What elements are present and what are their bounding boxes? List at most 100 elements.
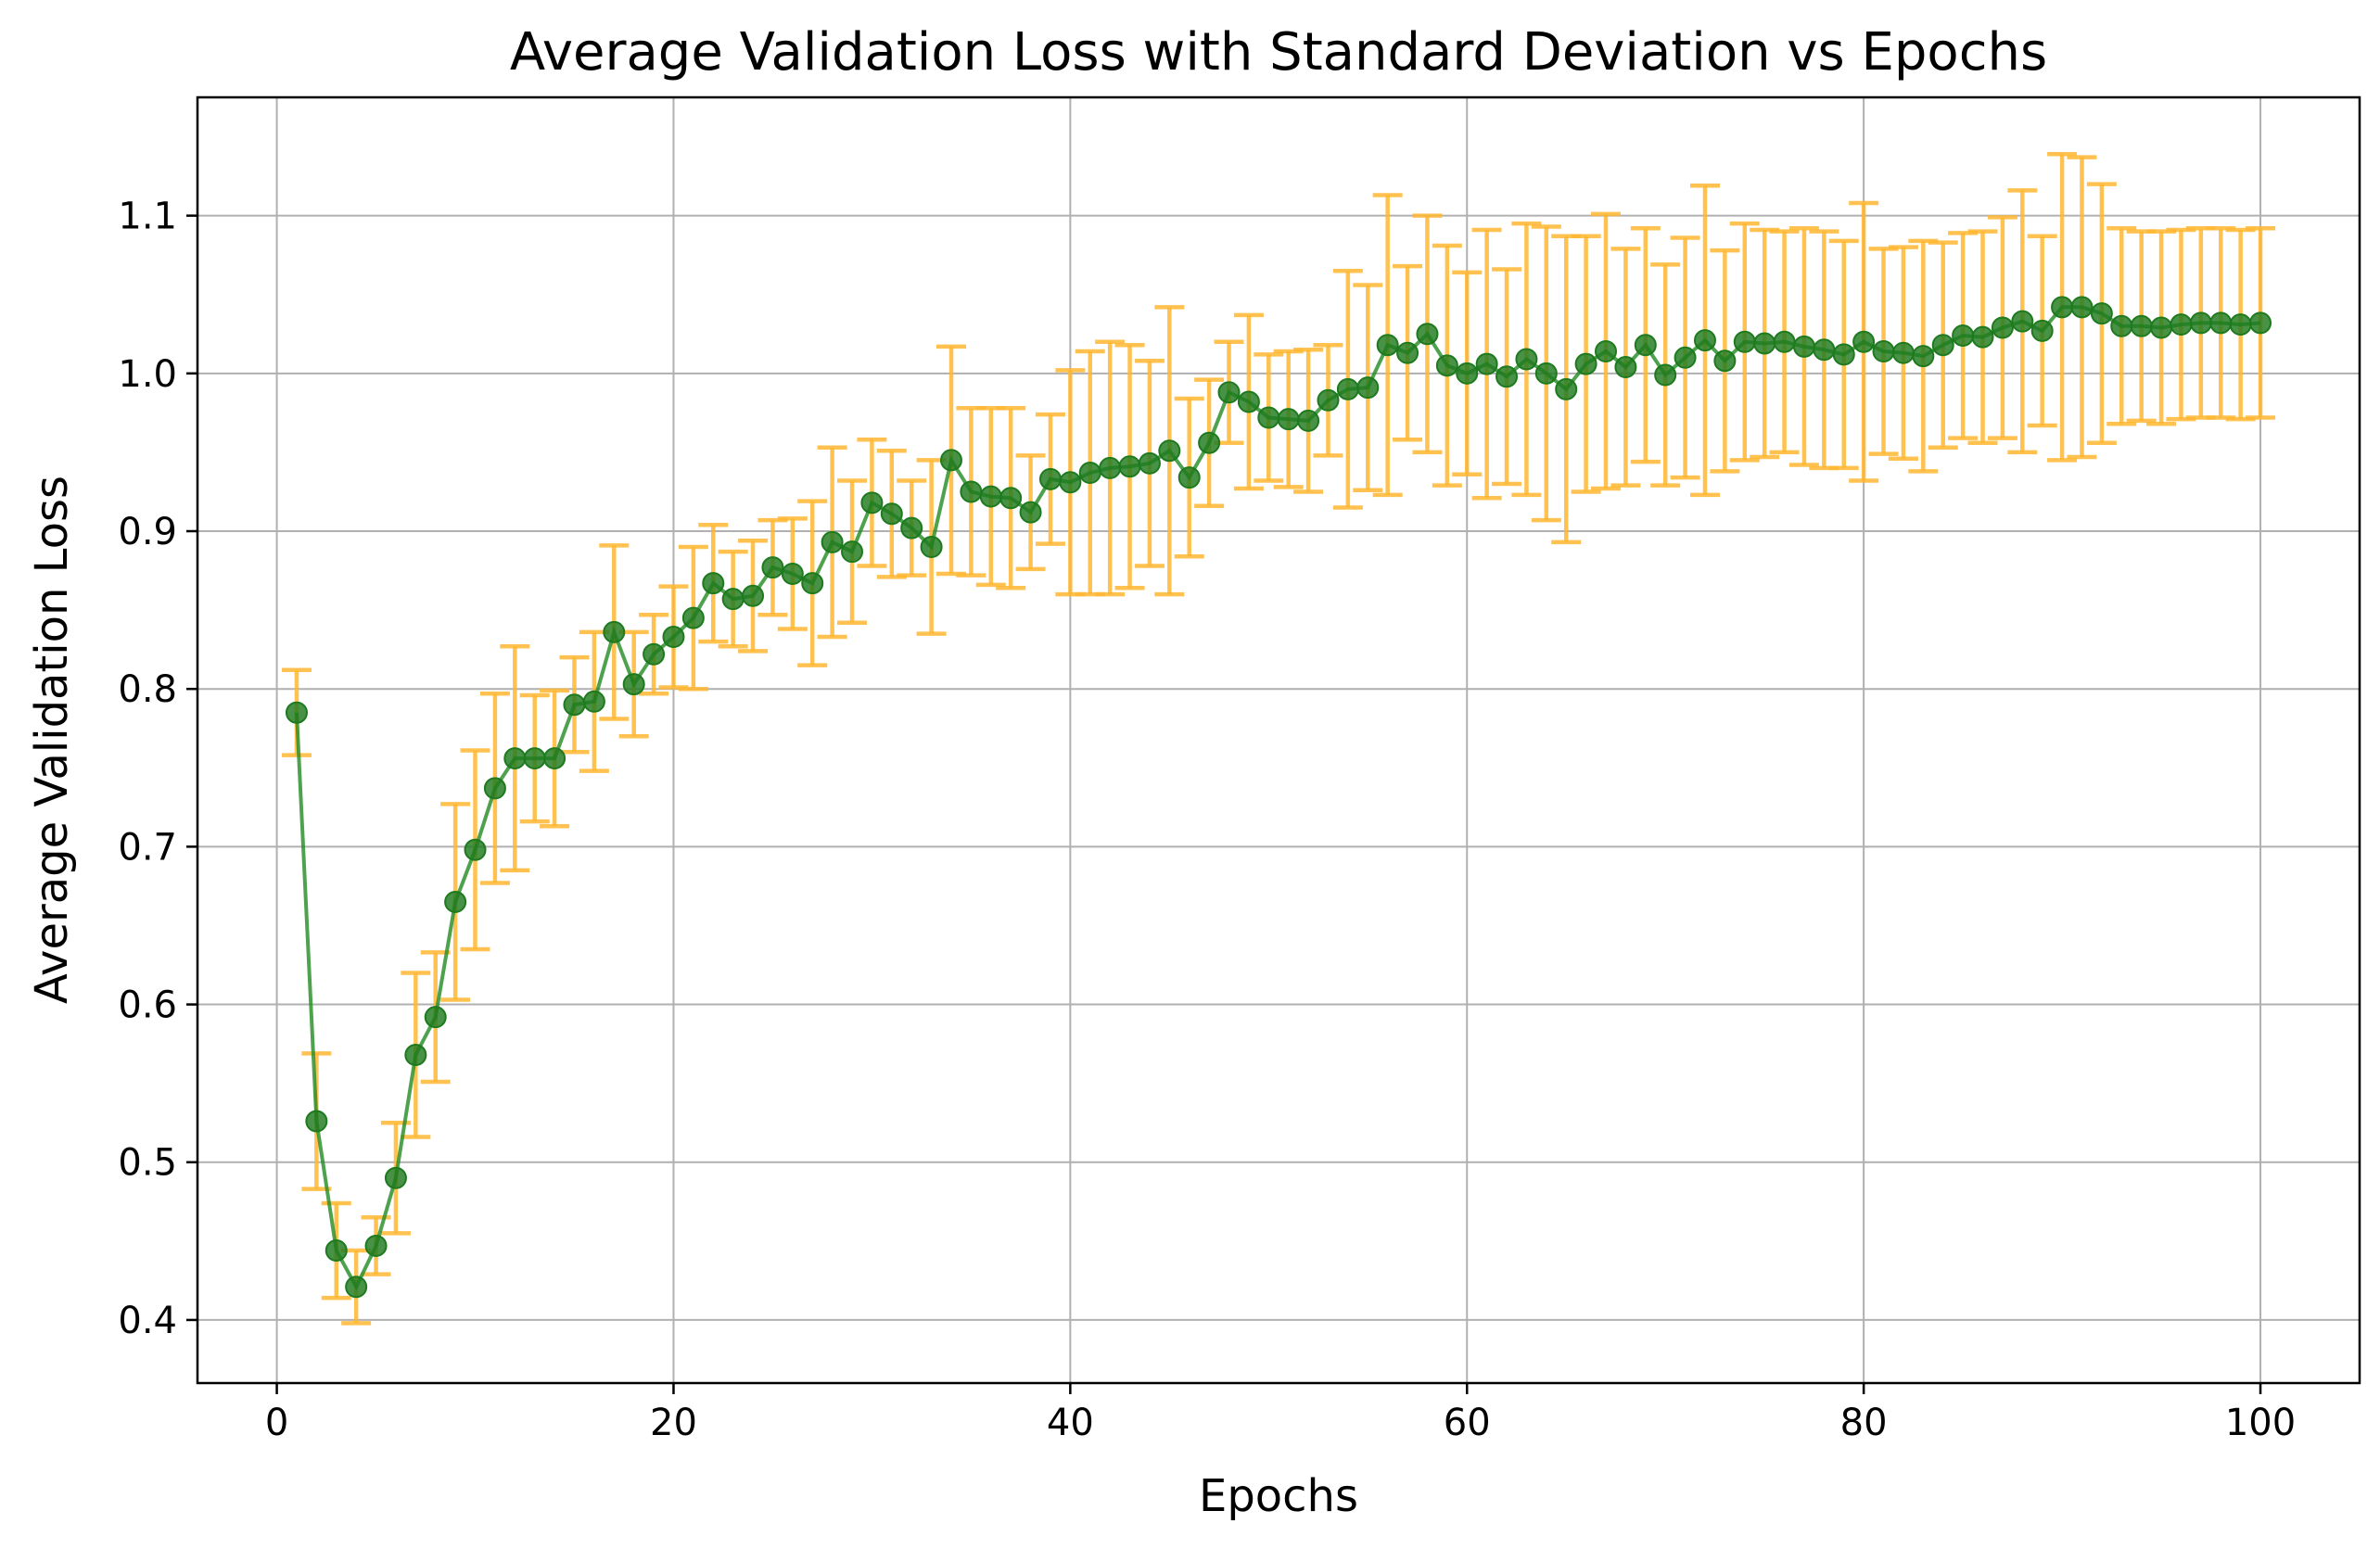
x-axis-label: Epochs [1199,1470,1358,1522]
data-point [325,1239,348,1263]
data-point [1435,354,1458,377]
data-point [1931,334,1954,357]
data-point [1693,329,1716,352]
data-point [1713,349,1737,373]
data-point [603,620,626,643]
grid [197,97,2360,1383]
data-point [1038,467,1062,490]
data-point [1416,323,1439,346]
data-point [1813,338,1836,362]
data-point [801,572,824,595]
y-tick-label: 0.6 [118,984,177,1027]
data-point [622,673,645,696]
data-point [1138,451,1161,475]
data-point [742,584,765,607]
data-point [2229,313,2252,336]
data-point [464,838,487,861]
data-point [563,693,586,717]
data-point [1177,466,1201,489]
data-point [1059,471,1082,494]
data-point [582,690,605,713]
data-point [761,556,784,579]
data-point [643,642,666,666]
data-point [939,449,962,472]
x-tick-label: 40 [1047,1402,1094,1444]
data-point [1257,406,1280,429]
data-point [2209,311,2233,335]
data-point [404,1044,427,1067]
data-point [2249,311,2272,335]
data-point [1674,346,1697,369]
data-point [345,1276,368,1299]
data-point [543,747,566,770]
x-tick-label: 100 [2225,1402,2296,1444]
data-point [1078,462,1101,485]
data-point [1376,334,1399,357]
y-axis-ticks: 0.4 0.5 0.6 0.7 0.8 0.9 1.0 1.1 [118,196,197,1342]
data-point [1733,330,1756,353]
data-point [979,485,1002,508]
plot-frame [196,95,2361,1385]
data-point [1515,348,1538,371]
data-point [1852,330,1876,353]
data-point [860,491,884,514]
data-point [1595,339,1618,362]
data-point [384,1166,407,1189]
data-point [2051,296,2074,319]
y-tick-label: 0.5 [118,1142,177,1185]
data-point [1099,456,1122,479]
x-tick-label: 80 [1840,1402,1888,1444]
data-point [1634,334,1657,357]
data-point [1217,381,1241,404]
data-point [841,540,864,564]
data-point [364,1234,388,1257]
data-point [2030,319,2054,342]
data-point [1773,330,1796,353]
data-point [1456,362,1479,385]
data-point [960,480,983,503]
data-point [1237,390,1260,413]
data-point [483,777,506,800]
data-point [1753,332,1776,355]
data-point [1297,409,1320,432]
data-point [2170,313,2193,336]
data-point [1019,501,1042,524]
y-tick-label: 0.8 [118,668,177,711]
data-point [2110,314,2133,337]
x-axis-ticks: 0 20 40 60 80 100 [265,1383,2296,1444]
data-point [1971,325,1994,349]
data-point [781,562,804,585]
data-point [1317,388,1340,412]
data-point [1118,455,1141,478]
data-point [523,747,546,770]
data-point [1952,324,1975,347]
x-tick-label: 20 [650,1402,697,1444]
data-point [1336,377,1359,400]
data-point [999,487,1023,510]
data-point [900,516,923,540]
data-point [2070,296,2094,319]
y-axis-label: Average Validation Loss [26,476,78,1004]
data-point [1277,408,1300,431]
data-point [662,626,685,649]
data-point [1991,316,2014,339]
data-point [2189,311,2212,335]
data-point [1792,335,1815,358]
data-point [2011,310,2034,333]
data-point [444,890,467,913]
data-point [2130,314,2153,337]
y-tick-label: 0.9 [118,511,177,553]
data-point [1198,431,1221,454]
data-point [1614,356,1637,379]
data-point [1891,341,1915,364]
y-tick-label: 0.7 [118,826,177,869]
chart-title: Average Validation Loss with Standard De… [510,22,2047,83]
data-point [1356,376,1380,400]
y-tick-label: 0.4 [118,1300,177,1342]
data-point [424,1006,447,1029]
data-points [285,296,2272,1299]
data-point [1495,365,1519,388]
data-point [1912,345,1935,368]
data-point [880,502,903,526]
